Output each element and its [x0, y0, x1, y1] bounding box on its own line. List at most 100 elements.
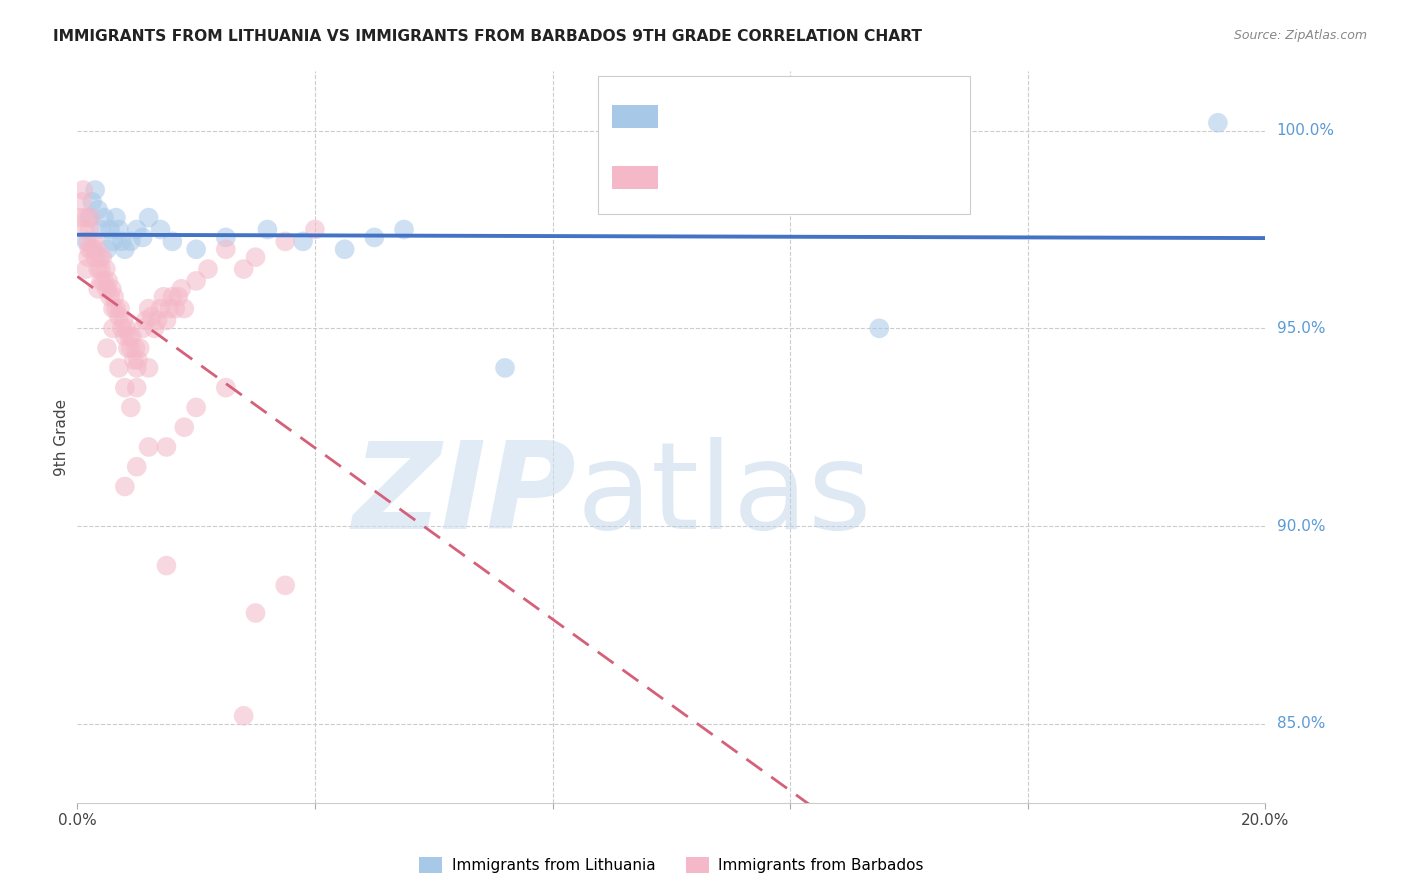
Point — [93, 274, 115, 288]
Text: 100.0%: 100.0% — [1277, 123, 1334, 138]
Point — [75, 211, 97, 225]
Point — [392, 222, 415, 236]
Text: 85.0%: 85.0% — [1277, 716, 1324, 731]
Point — [111, 321, 134, 335]
Point — [96, 282, 118, 296]
Point — [167, 290, 190, 304]
Point — [96, 341, 118, 355]
Point — [98, 290, 121, 304]
Point — [90, 274, 112, 288]
Point — [101, 282, 124, 296]
Point — [108, 310, 131, 324]
Point — [82, 194, 104, 209]
Point — [138, 211, 160, 225]
Text: R = 0.105: R = 0.105 — [658, 169, 756, 186]
Point — [155, 440, 177, 454]
Point — [114, 329, 136, 343]
Point — [70, 194, 93, 209]
Point — [215, 230, 238, 244]
Point — [97, 274, 120, 288]
Point — [149, 301, 172, 316]
Point — [149, 222, 172, 236]
Point — [333, 242, 356, 256]
Point — [1206, 116, 1229, 130]
Point — [73, 222, 96, 236]
Text: ZIP: ZIP — [353, 437, 576, 554]
Point — [87, 202, 110, 217]
Point — [125, 222, 148, 236]
Text: N = 86: N = 86 — [792, 169, 859, 186]
Point — [101, 321, 124, 335]
Point — [94, 262, 117, 277]
Point — [82, 242, 104, 256]
Point — [173, 420, 195, 434]
Point — [162, 290, 184, 304]
Point — [120, 341, 142, 355]
Point — [128, 341, 150, 355]
Point — [157, 301, 180, 316]
Point — [162, 235, 184, 249]
Point — [170, 282, 193, 296]
Point — [98, 222, 121, 236]
Point — [114, 479, 136, 493]
Point — [104, 211, 127, 225]
Point — [72, 183, 94, 197]
Point — [868, 321, 890, 335]
Point — [138, 440, 160, 454]
Point — [108, 360, 131, 375]
Point — [292, 235, 315, 249]
Point — [75, 235, 97, 249]
Point — [304, 222, 326, 236]
Point — [108, 301, 131, 316]
Y-axis label: 9th Grade: 9th Grade — [53, 399, 69, 475]
Point — [120, 401, 142, 415]
Point — [494, 360, 516, 375]
Point — [114, 242, 136, 256]
Point — [138, 301, 160, 316]
Point — [125, 459, 148, 474]
Point — [90, 262, 112, 277]
Point — [186, 242, 208, 256]
Point — [186, 274, 208, 288]
Point — [77, 250, 100, 264]
Point — [138, 360, 160, 375]
Point — [87, 282, 110, 296]
Point — [125, 381, 148, 395]
Point — [197, 262, 219, 277]
Point — [186, 401, 208, 415]
Point — [141, 310, 163, 324]
Point — [127, 353, 149, 368]
Point — [87, 262, 110, 277]
Point — [143, 321, 166, 335]
Point — [84, 250, 107, 264]
Point — [117, 341, 139, 355]
Point — [77, 222, 100, 236]
Point — [131, 230, 153, 244]
Point — [77, 235, 100, 249]
Point — [101, 235, 124, 249]
Point — [232, 262, 254, 277]
Text: R = 0.323: R = 0.323 — [658, 108, 756, 126]
Point — [89, 250, 111, 264]
Text: atlas: atlas — [576, 437, 872, 554]
Point — [104, 301, 127, 316]
Point — [77, 242, 100, 256]
Point — [84, 183, 107, 197]
Text: N = 30: N = 30 — [792, 108, 859, 126]
Point — [125, 360, 148, 375]
Point — [69, 211, 91, 225]
Point — [118, 329, 141, 343]
Point — [79, 211, 101, 225]
Text: IMMIGRANTS FROM LITHUANIA VS IMMIGRANTS FROM BARBADOS 9TH GRADE CORRELATION CHAR: IMMIGRANTS FROM LITHUANIA VS IMMIGRANTS … — [53, 29, 922, 44]
Point — [108, 222, 131, 236]
Point — [165, 301, 187, 316]
Text: 95.0%: 95.0% — [1277, 321, 1324, 336]
Point — [131, 321, 153, 335]
Point — [101, 301, 124, 316]
Point — [215, 381, 238, 395]
Point — [91, 250, 114, 264]
Point — [90, 222, 112, 236]
Point — [155, 313, 177, 327]
Point — [256, 222, 278, 236]
Point — [173, 301, 195, 316]
